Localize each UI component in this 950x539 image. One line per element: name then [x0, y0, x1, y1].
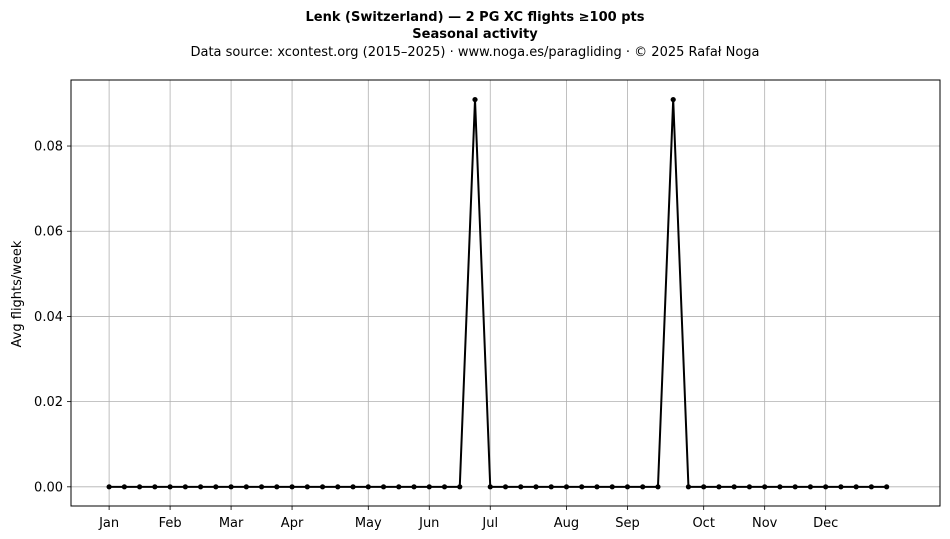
y-tick-label: 0.00 [34, 480, 63, 495]
data-point [274, 484, 280, 490]
data-point [304, 484, 310, 490]
y-axis-label: Avg flights/week [10, 240, 25, 347]
data-point [792, 484, 798, 490]
data-point [380, 484, 387, 490]
data-point [457, 484, 463, 490]
data-point [701, 484, 707, 490]
data-point [441, 484, 448, 490]
y-tick-label: 0.08 [34, 140, 63, 155]
grid [71, 80, 940, 506]
data-point [594, 484, 600, 490]
data-point [152, 484, 158, 490]
data-point [731, 484, 737, 490]
data-point [716, 484, 722, 490]
data-point [182, 484, 188, 490]
data-point [884, 484, 890, 490]
data-point [487, 484, 493, 490]
x-tick-label: Oct [692, 516, 714, 531]
data-point [579, 484, 585, 490]
data-point [213, 484, 219, 490]
y-tick-label: 0.06 [34, 225, 63, 240]
data-point [640, 484, 646, 490]
data-point [121, 484, 127, 490]
x-tick-label: Dec [813, 516, 838, 531]
data-point [350, 484, 356, 490]
x-tick-label: Mar [219, 516, 244, 531]
data-point [335, 484, 341, 490]
data-point [762, 484, 768, 490]
series-layer [106, 96, 890, 490]
data-point [533, 484, 539, 490]
data-point [823, 484, 829, 490]
chart-subtitle: Seasonal activity [412, 27, 538, 42]
data-point [853, 484, 859, 490]
y-tick-label: 0.04 [34, 310, 63, 325]
data-point [137, 484, 143, 490]
data-point [197, 484, 204, 490]
data-point [518, 484, 524, 490]
data-point [548, 484, 554, 490]
y-tick-label: 0.02 [34, 395, 63, 410]
data-point [167, 484, 173, 490]
data-point [777, 484, 783, 490]
data-point [319, 484, 326, 490]
x-tick-label: May [355, 516, 382, 531]
chart-title: Lenk (Switzerland) — 2 PG XC flights ≥10… [306, 10, 645, 25]
data-point [868, 484, 874, 490]
x-tick-label: Jul [481, 516, 498, 531]
x-tick-label: Nov [752, 516, 778, 531]
data-point [746, 484, 753, 490]
x-tick-label: Aug [554, 516, 579, 531]
data-point [609, 484, 615, 490]
data-point [472, 96, 478, 103]
data-point [563, 484, 570, 490]
plot-frame [70, 79, 941, 507]
x-tick-label: Apr [281, 516, 304, 531]
data-point [243, 484, 249, 490]
data-point [258, 484, 265, 490]
x-axis: Jan Feb Mar Apr May Jun Jul Aug Sep Oct Nov Dec [98, 506, 838, 531]
data-point [365, 484, 371, 490]
data-point [106, 484, 112, 490]
data-point [624, 484, 631, 490]
x-tick-label: Feb [159, 516, 182, 531]
data-point [670, 96, 676, 103]
data-point [807, 484, 814, 490]
x-tick-label: Jun [418, 516, 439, 531]
x-tick-label: Jan [98, 516, 119, 531]
x-tick-label: Sep [615, 516, 640, 531]
data-point [655, 484, 661, 490]
data-point [289, 484, 295, 490]
data-point [228, 484, 234, 490]
y-axis: 0.00 0.02 0.04 0.06 0.08 [34, 140, 71, 495]
data-point [426, 484, 432, 490]
data-point [411, 484, 417, 490]
data-point [685, 484, 692, 490]
data-point [502, 484, 509, 490]
chart-source: Data source: xcontest.org (2015–2025) · … [190, 45, 759, 60]
series-line [109, 98, 887, 488]
data-point [396, 484, 402, 490]
data-point [838, 484, 844, 490]
